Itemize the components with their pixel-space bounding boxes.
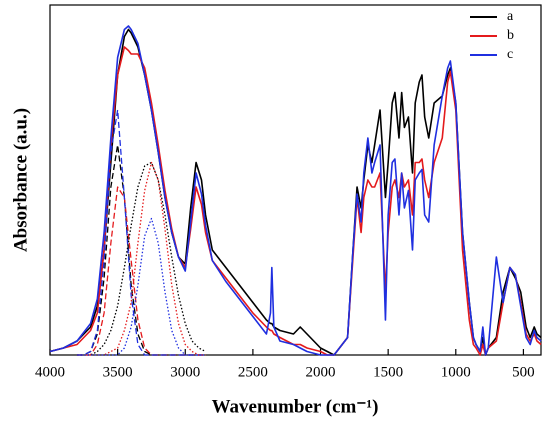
- x-tick-label: 1500: [373, 364, 403, 380]
- legend-label: c: [507, 47, 513, 62]
- x-tick-label: 2500: [238, 364, 268, 380]
- series-line: [49, 25, 542, 356]
- y-axis-label: Absorbance (a.u.): [10, 108, 31, 252]
- x-tick-label: 2000: [306, 364, 336, 380]
- x-tick-label: 4000: [35, 364, 65, 380]
- x-tick-label: 1000: [441, 364, 471, 380]
- series-line: [77, 161, 206, 356]
- series-line: [77, 186, 206, 356]
- legend-label: b: [507, 28, 514, 43]
- legend-label: a: [507, 9, 514, 24]
- x-tick-label: 3500: [103, 364, 133, 380]
- series-line: [49, 46, 542, 356]
- x-tick-label: 500: [512, 364, 535, 380]
- plot-frame: [49, 4, 542, 356]
- series-line: [77, 217, 206, 356]
- x-tick-label: 3000: [170, 364, 200, 380]
- x-axis-label: Wavenumber (cm⁻¹): [212, 396, 379, 417]
- series-line: [77, 109, 206, 356]
